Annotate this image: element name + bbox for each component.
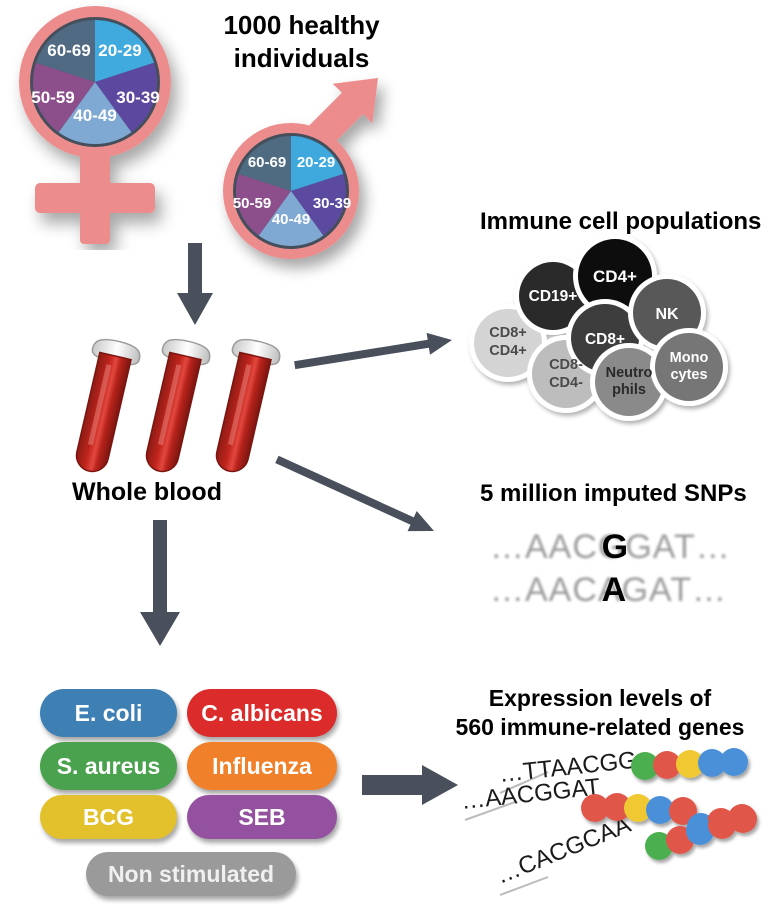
svg-text:60-69: 60-69 <box>248 154 286 171</box>
svg-text:20-29: 20-29 <box>297 154 335 171</box>
svg-text:50-59: 50-59 <box>233 195 271 212</box>
svg-text:40-49: 40-49 <box>272 211 310 228</box>
svg-text:30-39: 30-39 <box>313 195 351 212</box>
svg-text:…CACGCAA: …CACGCAA <box>492 811 634 889</box>
svg-text:…AACGGAT: …AACGGAT <box>460 773 602 814</box>
